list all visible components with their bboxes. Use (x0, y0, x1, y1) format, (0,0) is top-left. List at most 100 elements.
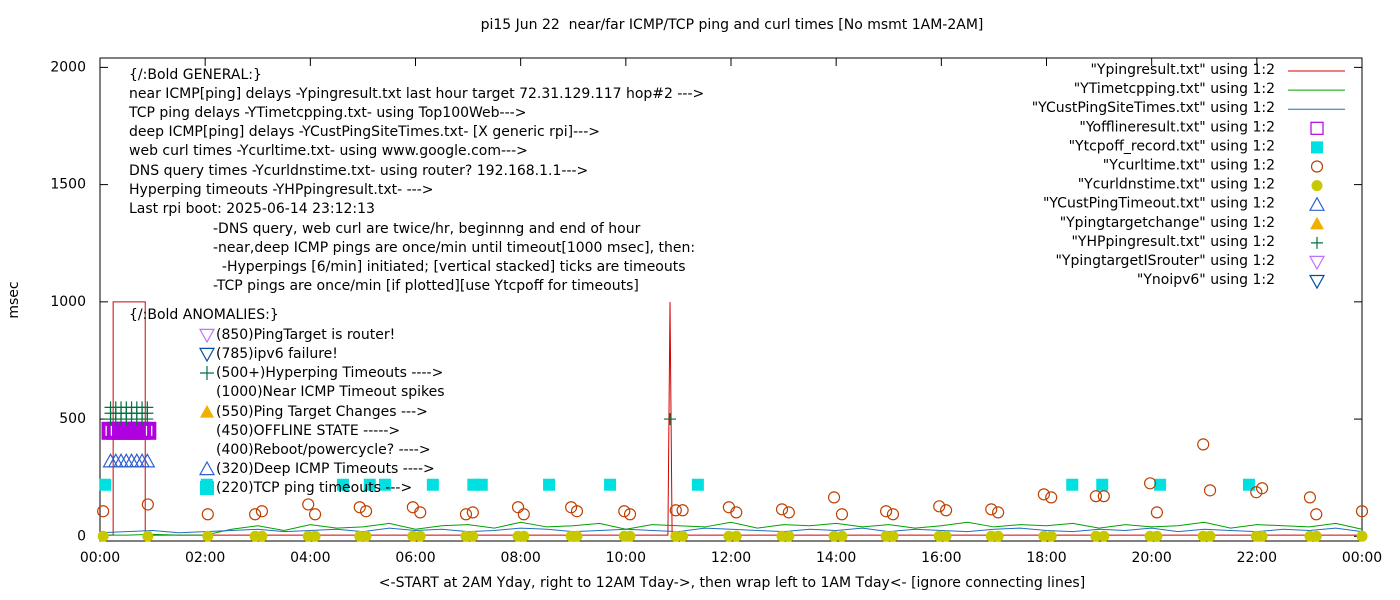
annotation: (785)ipv6 failure! (216, 346, 338, 362)
x-tick-label: 06:00 (395, 550, 435, 566)
data-point (302, 498, 315, 511)
x-tick-label: 16:00 (921, 550, 961, 566)
data-point (543, 478, 556, 491)
annotation: deep ICMP[ping] delays -YCustPingSiteTim… (129, 124, 600, 140)
data-point (141, 498, 154, 511)
data-point (775, 503, 789, 516)
data-point (604, 478, 617, 491)
legend-label: "YTimetcpping.txt" using 1:2 (1074, 81, 1275, 97)
data-point (836, 530, 848, 542)
y-tick-label: 2000 (50, 59, 86, 75)
annotation: Hyperping timeouts -YHPpingresult.txt- -… (129, 182, 434, 198)
data-point (255, 505, 269, 518)
data-point (309, 530, 321, 542)
data-point (1197, 438, 1210, 451)
legend-label: "Yofflineresult.txt" using 1:2 (1079, 119, 1275, 135)
data-point (1154, 478, 1167, 491)
x-tick-label: 22:00 (1237, 550, 1277, 566)
legend-label: "Ypingtargetchange" using 1:2 (1060, 215, 1275, 231)
data-point (97, 530, 109, 542)
chart-title: pi15 Jun 22 near/far ICMP/TCP ping and c… (481, 17, 984, 33)
y-axis-label: msec (6, 281, 22, 318)
annotation-symbol (200, 405, 214, 418)
data-point (1310, 508, 1323, 521)
data-point (1203, 484, 1217, 497)
legend-label: "Ynoipv6" using 1:2 (1137, 272, 1275, 288)
x-tick-label: 08:00 (500, 550, 540, 566)
data-point (880, 505, 893, 518)
annotation: near ICMP[ping] delays -Ypingresult.txt … (129, 86, 704, 102)
legend-label: "Ytcpoff_record.txt" using 1:2 (1069, 138, 1275, 154)
data-point (249, 508, 262, 521)
data-point (363, 478, 376, 491)
data-point (828, 530, 840, 542)
data-point (1045, 530, 1057, 542)
data-point (1096, 478, 1109, 491)
legend-label: "YCustPingTimeout.txt" using 1:2 (1043, 196, 1275, 212)
data-point (414, 506, 427, 519)
annotation: (220)TCP ping timeouts ---> (216, 480, 412, 496)
y-tick-label: 1000 (50, 294, 86, 310)
x-tick-label: 12:00 (711, 550, 751, 566)
annotation: -TCP pings are once/min [if plotted][use… (213, 278, 639, 294)
data-point (466, 506, 479, 519)
data-point (722, 501, 735, 514)
data-point (1303, 491, 1317, 504)
data-point (570, 505, 584, 518)
annotation: (320)Deep ICMP Timeouts ----> (216, 461, 435, 477)
x-tick-label: 18:00 (1026, 550, 1066, 566)
legend-label: "Ypingresult.txt" using 1:2 (1090, 62, 1275, 78)
annotation: (450)OFFLINE STATE -----> (216, 423, 400, 439)
data-point (353, 501, 366, 514)
legend-label: "Ycurltime.txt" using 1:2 (1103, 158, 1275, 174)
data-point (1098, 530, 1110, 542)
annotation: -near,deep ICMP pings are once/min until… (213, 240, 695, 256)
annotation: (400)Reboot/powercycle? ----> (216, 442, 431, 458)
data-point (827, 491, 841, 504)
data-point (618, 505, 631, 518)
data-point (985, 503, 998, 516)
x-tick-label: 00:00 (1342, 550, 1382, 566)
x-tick-label: 04:00 (290, 550, 330, 566)
data-point (1310, 530, 1322, 542)
x-tick-label: 02:00 (185, 550, 225, 566)
annotation: -DNS query, web curl are twice/hr, begin… (213, 221, 641, 237)
annotation: (1000)Near ICMP Timeout spikes (216, 384, 445, 400)
annotation-symbol (200, 366, 214, 380)
data-point (360, 530, 372, 542)
data-point (1089, 490, 1103, 503)
data-point (142, 530, 154, 542)
data-point (256, 530, 268, 542)
legend-label: "Ycurldnstime.txt" using 1:2 (1078, 177, 1275, 193)
data-point (202, 530, 214, 542)
annotation: TCP ping delays -YTimetcpping.txt- using… (128, 105, 526, 121)
data-point (1256, 530, 1268, 542)
data-point (406, 501, 419, 514)
data-point (1045, 491, 1058, 504)
annotation-symbol (198, 460, 216, 476)
annotation: (500+)Hyperping Timeouts ----> (216, 365, 443, 381)
data-line (100, 521, 1363, 536)
data-point (1204, 530, 1216, 542)
data-point (97, 505, 110, 518)
x-tick-label: 00:00 (80, 550, 120, 566)
x-tick-label: 14:00 (816, 550, 856, 566)
data-point (887, 530, 899, 542)
y-tick-label: 500 (59, 411, 86, 427)
annotation-symbol (200, 481, 214, 495)
data-point (677, 530, 689, 542)
annotation: web curl times -Ycurltime.txt- using www… (129, 143, 528, 159)
data-point (517, 508, 530, 521)
annotation: {/:Bold GENERAL:} (129, 67, 262, 83)
legend-swatch (1311, 180, 1323, 192)
data-point (1097, 490, 1110, 503)
data-point (835, 508, 849, 521)
data-point (511, 501, 525, 514)
data-point (518, 530, 530, 542)
legend-swatch (1310, 160, 1324, 173)
legend-swatch (1308, 196, 1326, 211)
data-point (1242, 478, 1255, 491)
data-point (336, 478, 349, 491)
data-point (467, 530, 479, 542)
